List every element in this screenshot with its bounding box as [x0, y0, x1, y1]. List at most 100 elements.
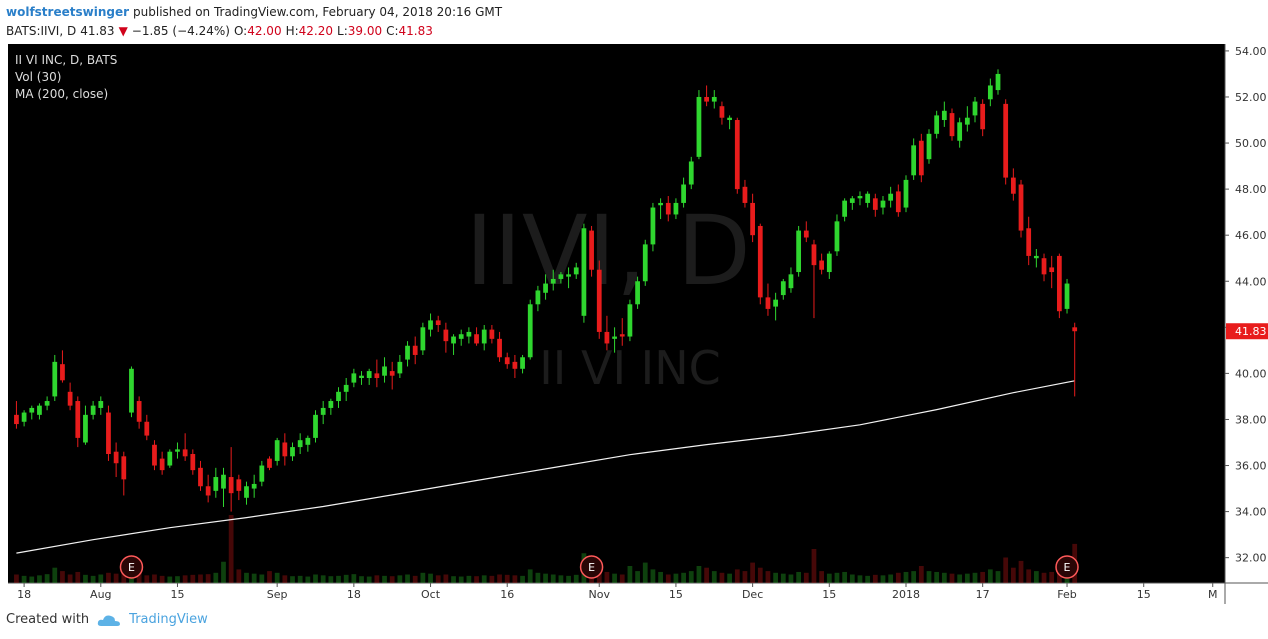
brand[interactable]: TradingView: [129, 612, 208, 627]
volume-bar: [719, 572, 725, 583]
candle-body: [336, 391, 341, 402]
logo: [97, 615, 121, 626]
candle-body: [190, 454, 196, 471]
candle-body: [175, 449, 180, 452]
volume-bar: [190, 574, 196, 583]
volume-bar: [213, 572, 219, 583]
x-tick-label: M: [1208, 588, 1218, 601]
volume-bar: [136, 572, 142, 583]
x-tick-label: 15: [822, 588, 836, 601]
volume-bar: [665, 574, 671, 583]
author[interactable]: wolfstreetswinger: [6, 5, 130, 19]
candle-body: [221, 474, 226, 489]
candle-body: [711, 96, 717, 102]
volume-bar: [313, 574, 318, 583]
candle-body: [811, 244, 817, 266]
header: wolfstreetswinger published on TradingVi…: [6, 3, 502, 41]
candle-body: [1056, 255, 1062, 312]
arrow: ▼: [118, 24, 128, 38]
candle-body: [734, 120, 740, 190]
candle-body: [796, 230, 802, 273]
volume-bar: [980, 571, 986, 583]
change: −1.85 (−4.24%): [131, 24, 230, 38]
volume-bar: [903, 571, 909, 583]
volume-bar: [113, 573, 119, 583]
volume-bar: [604, 571, 610, 583]
candle-body: [52, 361, 58, 397]
volume-bar: [37, 575, 42, 583]
volume-bar: [451, 576, 456, 583]
y-tick-label: 46.00: [1235, 229, 1267, 242]
volume-bar: [941, 572, 947, 583]
candle-body: [504, 357, 510, 365]
volume-bar: [397, 575, 403, 583]
volume-bar: [198, 574, 203, 583]
candle-body: [696, 96, 702, 157]
candle-body: [911, 145, 917, 176]
volume-bar: [911, 571, 917, 583]
candle-body: [995, 73, 1001, 91]
candle-body: [182, 449, 188, 457]
volume-bar: [328, 576, 334, 583]
candle-body: [366, 371, 372, 378]
ma-line: [16, 380, 1075, 554]
candle-body: [466, 331, 472, 337]
volume-bar: [182, 575, 188, 583]
volume-bar: [573, 574, 579, 583]
volume-bar: [67, 574, 73, 583]
low-label: L:: [337, 24, 348, 38]
candle-body: [167, 451, 173, 466]
candle-body: [412, 345, 418, 355]
candle-body: [550, 278, 556, 284]
volume-bar: [152, 574, 157, 583]
candle-body: [865, 193, 871, 203]
low: 39.00: [347, 24, 383, 38]
candle-body: [949, 113, 955, 137]
candle-body: [941, 110, 947, 121]
volume-bar: [98, 574, 104, 583]
candle-body: [198, 467, 203, 487]
volume-bar: [420, 572, 426, 583]
volume-bar: [987, 569, 993, 583]
volume-bar: [1003, 557, 1009, 583]
volume-bar: [527, 569, 533, 583]
ohlc: H: 42.20: [286, 22, 333, 41]
last-price-box: [1226, 323, 1268, 340]
volume-bar: [681, 572, 686, 583]
candle-body: [880, 200, 886, 208]
y-tick-label: 34.00: [1235, 506, 1267, 519]
candle-body: [788, 274, 794, 289]
candle-body: [520, 357, 525, 369]
volume-bar: [44, 574, 50, 583]
candle-body: [290, 447, 295, 457]
volume-bar: [389, 576, 395, 583]
candle-body: [343, 384, 349, 392]
volume-bar: [704, 567, 709, 583]
volume-bar: [443, 574, 449, 583]
candle-body: [934, 115, 940, 134]
candle-body: [320, 407, 326, 415]
candle-body: [826, 253, 832, 273]
candle-body: [497, 338, 502, 358]
volume-bar: [512, 575, 518, 583]
candle-body: [527, 304, 533, 358]
volume-bar: [949, 573, 955, 583]
volume-bar: [282, 575, 288, 583]
volume-bar: [474, 576, 479, 583]
volume-bar: [995, 571, 1001, 583]
candle-body: [106, 412, 111, 455]
volume-bar: [727, 573, 732, 583]
candle-body: [382, 366, 387, 376]
volume-bar: [918, 566, 924, 583]
event-label: E: [588, 561, 595, 574]
candle-body: [244, 486, 249, 498]
ohlc: L: 39.00: [337, 22, 382, 41]
volume-bar: [566, 575, 571, 583]
candle-body: [1026, 228, 1032, 256]
candle-body: [926, 133, 932, 160]
candle-body: [581, 228, 587, 316]
volume-bar: [796, 571, 802, 583]
y-tick-label: 44.00: [1235, 275, 1267, 288]
volume-bar: [1018, 560, 1024, 583]
